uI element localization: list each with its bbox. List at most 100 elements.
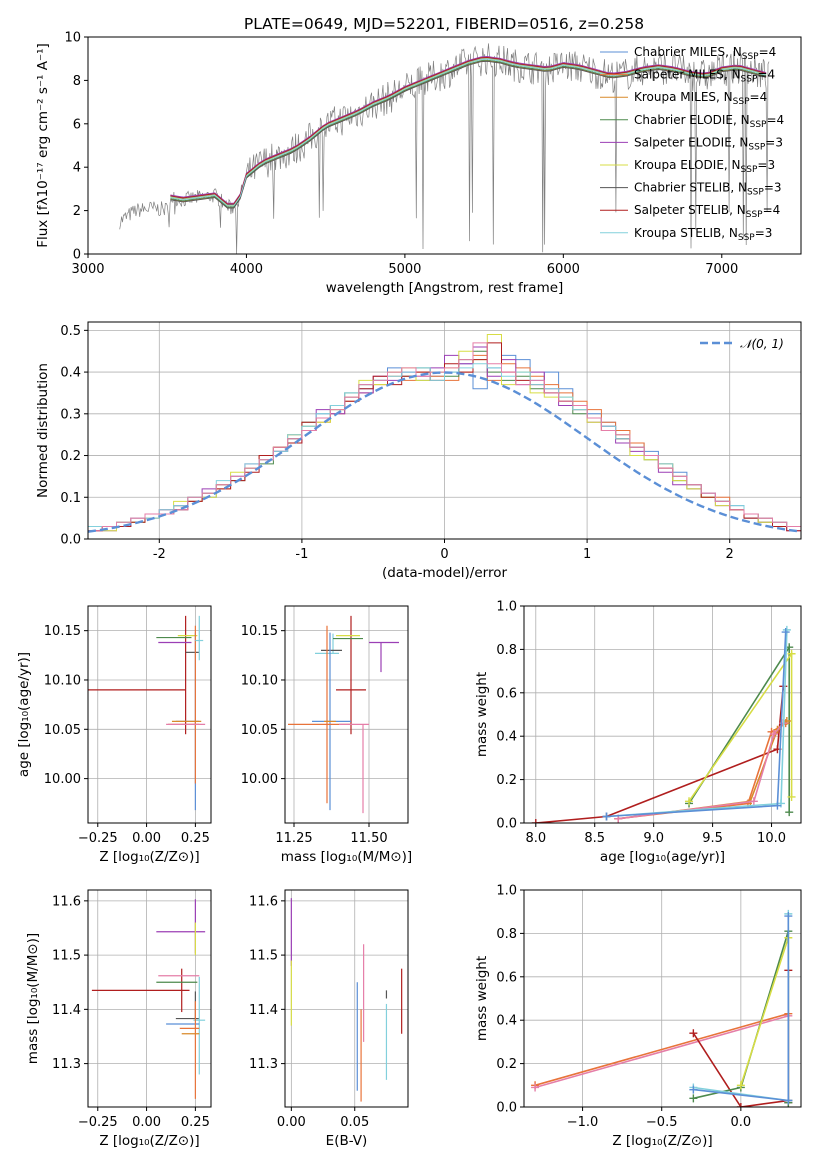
model-line [170, 59, 767, 208]
y-tick-label: 10.15 [241, 624, 278, 639]
y-tick-label: 0.5 [60, 324, 81, 339]
panel-residuals: 𝒩(0, 1) -2 -1 0 1 2 0.0 0.1 0.2 0.3 0.4 0.5 (data-mo… [35, 321, 802, 581]
y-tick-label: 11.4 [249, 1003, 278, 1018]
y-tick-label: 11.5 [52, 949, 81, 964]
model-line [170, 56, 767, 205]
y-tick-label: 11.3 [249, 1057, 278, 1072]
y-tick-label: 8 [73, 74, 81, 89]
x-axis-label: E(B-V) [326, 1133, 368, 1149]
y-tick-label: 10.10 [241, 673, 278, 688]
weight-line [740, 937, 790, 1086]
y-tick-label: 0.2 [60, 449, 81, 464]
weight-marker [531, 1083, 540, 1092]
y-axis-label: Normed distribution [35, 363, 51, 498]
plot-area [91, 899, 206, 1099]
histogram-step [88, 346, 801, 539]
weight-marker [785, 808, 794, 817]
y-tick-label: 0.6 [496, 686, 517, 701]
axes-frame [87, 889, 212, 1108]
x-tick-label: -1 [295, 547, 308, 562]
y-tick-label: 10.05 [241, 723, 278, 738]
x-tick-label: −0.5 [646, 1115, 678, 1130]
y-tick-label: 10.00 [44, 772, 81, 787]
panel-weight-vs-age: 8.0 8.5 9.0 9.5 10.0 0.0 0.2 0.4 0.6 0.8 1.0 age [l… [474, 600, 802, 865]
plot-area [531, 625, 796, 823]
legend-entry: Salpeter STELIB, NSSP=4 [634, 203, 780, 220]
figure-title: PLATE=0649, MJD=52201, FIBERID=0516, z=0… [244, 15, 644, 33]
weight-marker [784, 912, 793, 921]
plot-area [288, 615, 399, 814]
panel-age-vs-Z: −0.25 0.00 0.25 10.00 10.05 10.10 10.15 Z [log₁… [16, 605, 212, 865]
y-axis-label: mass weight [474, 956, 490, 1041]
legend-entry: Kroupa STELIB, NSSP=3 [634, 226, 772, 243]
x-tick-label: 0.05 [340, 1115, 369, 1130]
plot-area [531, 909, 793, 1107]
weight-marker [749, 797, 758, 806]
legend-entry: Salpeter ELODIE, NSSP=3 [634, 135, 783, 152]
x-tick-label: 8.5 [584, 831, 605, 846]
x-axis-label: mass [log₁₀(M/M⊙)] [281, 849, 412, 865]
model-line [170, 57, 767, 206]
x-tick-label: 5000 [388, 262, 421, 277]
weight-marker [784, 1096, 793, 1105]
model-line [170, 58, 767, 207]
weight-marker [689, 1029, 698, 1038]
x-axis-label: Z [log₁₀(Z/Z⊙)] [99, 849, 199, 865]
y-axis-label: age [log₁₀(age/yr)] [16, 652, 32, 777]
weight-marker [769, 730, 778, 739]
x-tick-label: 11.25 [275, 831, 312, 846]
x-tick-label: 6000 [547, 262, 580, 277]
y-axis-label: mass [log₁₀(M/M⊙)] [25, 933, 41, 1064]
x-tick-label: 0.00 [132, 1115, 161, 1130]
x-tick-label: 3000 [71, 262, 104, 277]
panel-mass-vs-EBV: 0.00 0.05 11.3 11.4 11.5 11.6 E(B-V) [249, 889, 409, 1149]
x-tick-label: 0.0 [731, 1115, 752, 1130]
weight-marker [602, 812, 611, 821]
x-tick-label: 0 [440, 547, 448, 562]
axes-frame [523, 605, 802, 824]
x-axis-label: Z [log₁₀(Z/Z⊙)] [612, 1133, 712, 1149]
plot-area [119, 43, 770, 254]
legend-entry: Kroupa ELODIE, NSSP=3 [634, 158, 775, 175]
legend-entry: Kroupa MILES, NSSP=4 [634, 90, 767, 107]
x-tick-label: 0.00 [132, 831, 161, 846]
x-tick-label: 7000 [705, 262, 738, 277]
weight-line [535, 686, 785, 823]
y-tick-label: 11.4 [52, 1003, 81, 1018]
y-tick-label: 0.0 [496, 1101, 517, 1116]
y-tick-label: 10.00 [241, 772, 278, 787]
y-tick-label: 0.4 [60, 366, 81, 381]
panel-age-vs-mass: 11.25 11.50 10.00 10.05 10.10 10.15 mass [log₁… [241, 605, 412, 865]
plot-area [88, 334, 801, 539]
y-tick-label: 11.6 [52, 894, 81, 909]
x-axis-label: (data-model)/error [382, 565, 508, 581]
axes-frame [87, 605, 212, 824]
y-tick-label: 0.0 [60, 533, 81, 548]
spectrum-line [119, 43, 770, 254]
y-tick-label: 0.2 [496, 773, 517, 788]
axes-frame [87, 36, 802, 255]
legend-entry: Salpeter MILES, NSSP=4 [634, 68, 775, 85]
x-tick-label: −1.0 [567, 1115, 599, 1130]
axes-frame [284, 605, 409, 824]
x-tick-label: 9.5 [702, 831, 723, 846]
x-axis-label: Z [log₁₀(Z/Z⊙)] [99, 1133, 199, 1149]
model-line [170, 56, 767, 204]
panel-spectrum: Chabrier MILES, NSSP=4 Salpeter MILES, NS… [35, 31, 802, 296]
y-tick-label: 0.8 [496, 643, 517, 658]
x-axis-label: age [log₁₀(age/yr)] [600, 849, 725, 865]
x-tick-label: 8.0 [525, 831, 546, 846]
weight-marker [736, 1081, 745, 1090]
x-tick-label: 11.50 [350, 831, 387, 846]
legend-entry: Chabrier ELODIE, NSSP=4 [634, 113, 784, 130]
x-tick-label: 10.0 [757, 831, 786, 846]
y-tick-label: 0.3 [60, 407, 81, 422]
panel-weight-vs-Z: −1.0 −0.5 0.0 0.0 0.2 0.4 0.6 0.8 1.0 Z [log₁₀(Z/… [474, 884, 802, 1149]
plot-area [88, 615, 206, 811]
y-tick-label: 1.0 [496, 884, 517, 899]
y-tick-label: 10.05 [44, 723, 81, 738]
weight-marker [781, 628, 790, 637]
y-tick-label: 6 [73, 117, 81, 132]
y-tick-label: 11.3 [52, 1057, 81, 1072]
x-tick-label: 1 [583, 547, 591, 562]
